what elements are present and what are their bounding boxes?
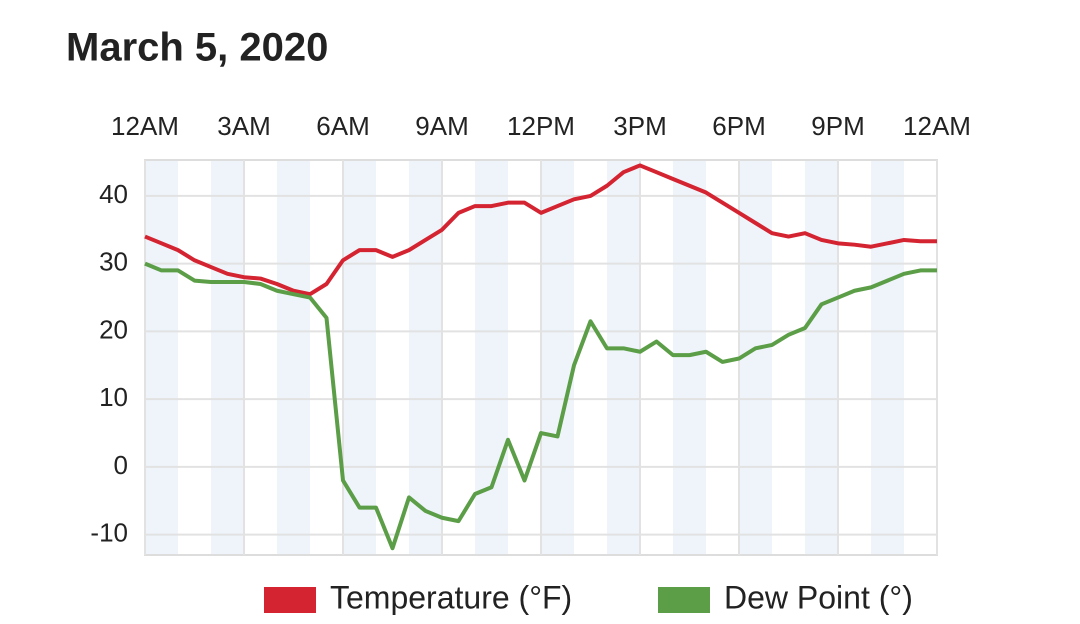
x-tick-label: 12AM — [111, 111, 179, 141]
background-stripe — [277, 160, 310, 555]
background-stripe — [805, 160, 838, 555]
x-tick-label: 6PM — [712, 111, 765, 141]
background-stripe — [739, 160, 772, 555]
x-tick-label: 3AM — [217, 111, 270, 141]
background-stripe — [145, 160, 178, 555]
x-tick-label: 3PM — [613, 111, 666, 141]
background-stripe — [343, 160, 376, 555]
legend-label: Dew Point (°) — [724, 579, 913, 615]
y-tick-label: -10 — [90, 518, 128, 548]
data-line — [144, 163, 937, 297]
background-stripe — [409, 160, 442, 555]
legend-label: Temperature (°F) — [330, 579, 572, 615]
data-line — [144, 261, 937, 551]
y-tick-label: 0 — [114, 450, 128, 480]
chart-title: March 5, 2020 — [66, 26, 328, 70]
y-tick-label: 10 — [99, 382, 128, 412]
y-tick-label: 20 — [99, 314, 128, 344]
y-tick-label: 40 — [99, 179, 128, 209]
x-tick-label: 9AM — [415, 111, 468, 141]
background-stripe — [211, 160, 244, 555]
background-stripe — [673, 160, 706, 555]
y-tick-label: 30 — [99, 247, 128, 277]
x-tick-label: 12PM — [507, 111, 575, 141]
background-stripe — [871, 160, 904, 555]
x-tick-label: 9PM — [811, 111, 864, 141]
legend-swatch — [264, 587, 316, 613]
background-stripe — [607, 160, 640, 555]
background-stripe — [475, 160, 508, 555]
background-stripe — [541, 160, 574, 555]
x-tick-label: 6AM — [316, 111, 369, 141]
x-tick-label: 12AM — [903, 111, 971, 141]
legend-swatch — [658, 587, 710, 613]
